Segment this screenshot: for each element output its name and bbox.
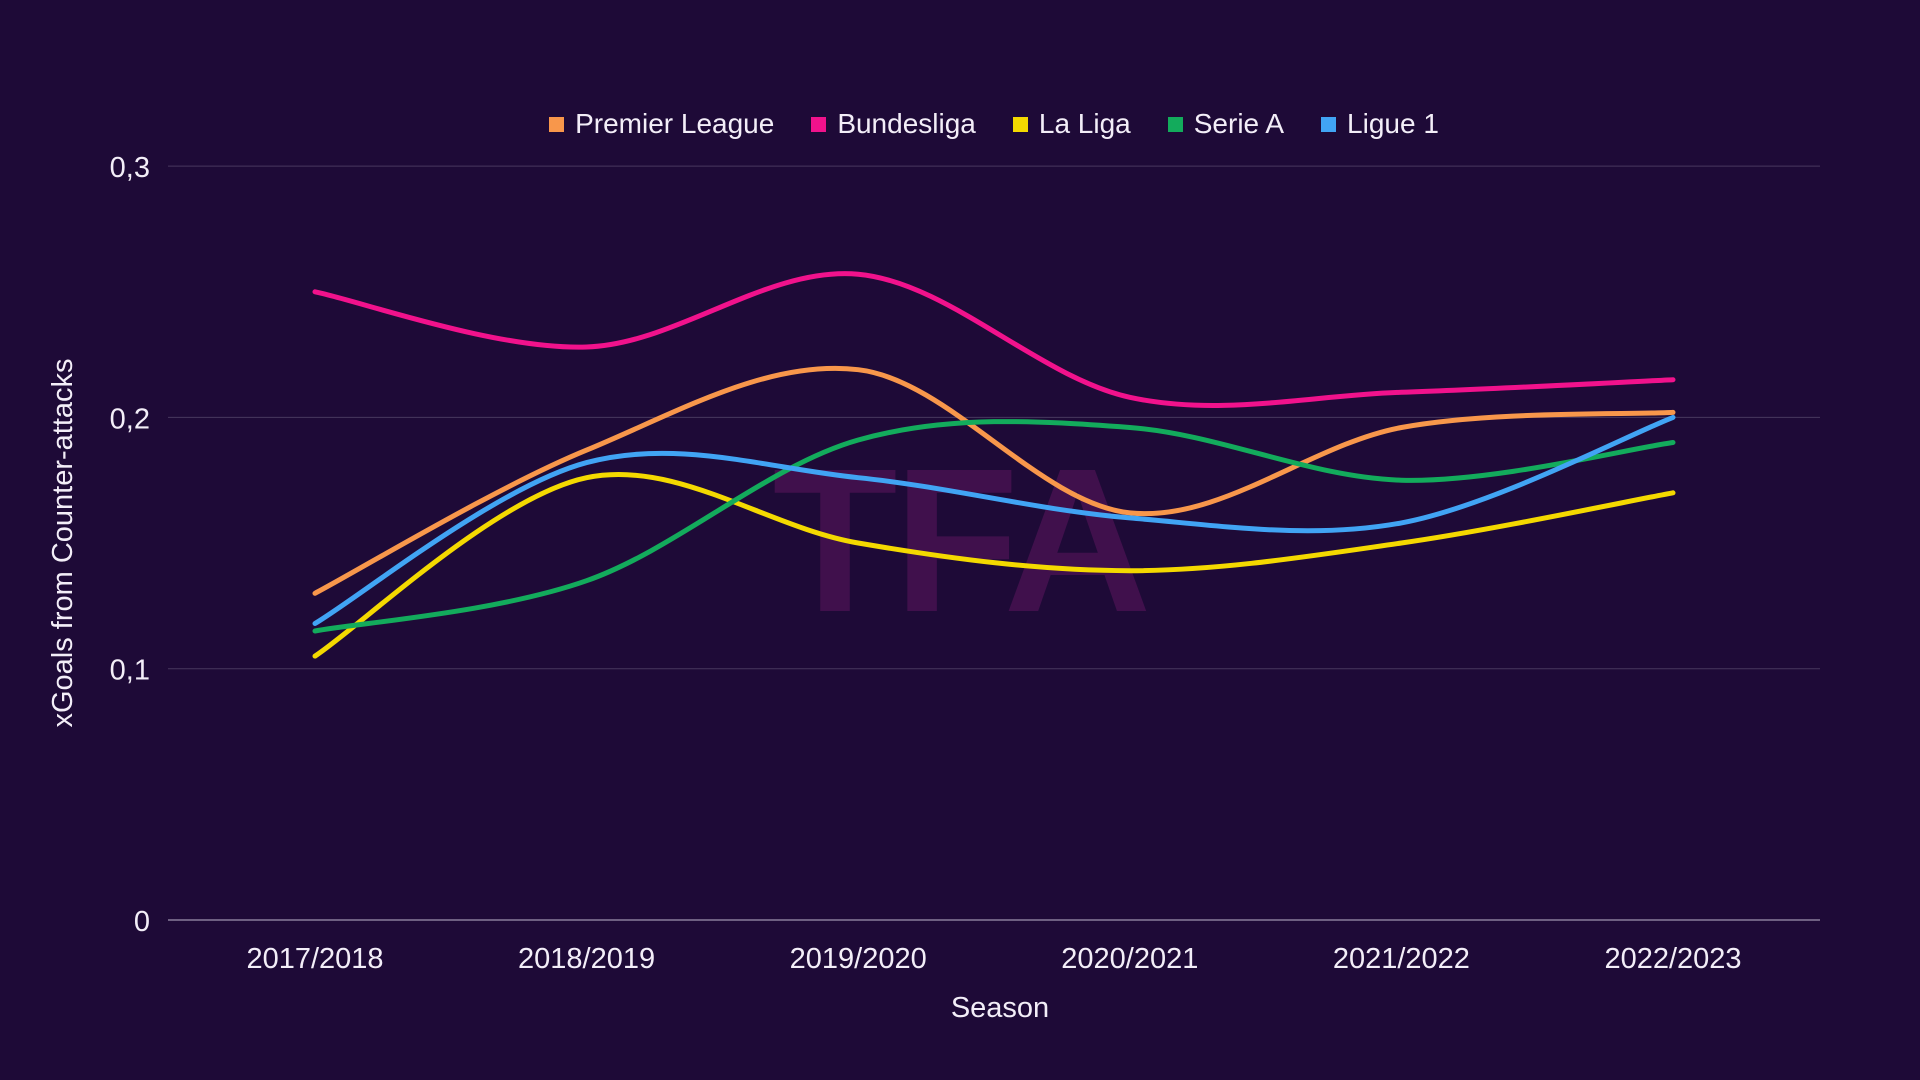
legend-label-ligue-1: Ligue 1 bbox=[1347, 108, 1439, 139]
x-tick-label: 2017/2018 bbox=[246, 943, 383, 975]
legend-label-premier-league: Premier League bbox=[575, 108, 775, 139]
series-line-premier-league bbox=[312, 365, 1676, 596]
legend-item-bundesliga: Bundesliga bbox=[811, 108, 976, 140]
legend-swatch-la-liga bbox=[1012, 116, 1028, 132]
x-tick-label: 2020/2021 bbox=[1061, 943, 1198, 975]
x-tick-label: 2018/2019 bbox=[518, 943, 655, 975]
legend-swatch-bundesliga bbox=[811, 116, 827, 132]
legend-item-ligue-1: Ligue 1 bbox=[1321, 108, 1439, 140]
legend: Premier League Bundesliga La Liga Serie A Li… bbox=[168, 104, 1820, 144]
x-tick-label: 2019/2020 bbox=[790, 943, 927, 975]
y-tick-label: 0,3 bbox=[110, 152, 150, 184]
y-axis-title: xGoals from Counter-attacks bbox=[47, 358, 79, 727]
y-tick-label: 0,2 bbox=[110, 403, 150, 435]
legend-label-la-liga: La Liga bbox=[1038, 108, 1131, 139]
series-line-bundesliga bbox=[312, 271, 1676, 408]
legend-swatch-serie-a bbox=[1167, 116, 1183, 132]
x-tick-label: 2022/2023 bbox=[1604, 943, 1741, 975]
series-line-ligue-1 bbox=[312, 414, 1676, 626]
series-line-serie-a bbox=[312, 419, 1676, 634]
legend-label-bundesliga: Bundesliga bbox=[837, 108, 976, 139]
y-tick-label: 0,1 bbox=[110, 655, 150, 687]
x-tick-label: 2021/2022 bbox=[1333, 943, 1470, 975]
legend-swatch-ligue-1 bbox=[1321, 116, 1337, 132]
series-line-la-liga bbox=[312, 471, 1676, 659]
legend-label-serie-a: Serie A bbox=[1193, 108, 1285, 139]
legend-item-premier-league: Premier League bbox=[549, 108, 774, 140]
legend-swatch-premier-league bbox=[549, 116, 565, 132]
legend-item-la-liga: La Liga bbox=[1012, 108, 1131, 140]
y-tick-label: 0 bbox=[134, 906, 150, 938]
legend-item-serie-a: Serie A bbox=[1167, 108, 1285, 140]
x-axis-title: Season bbox=[951, 992, 1049, 1024]
